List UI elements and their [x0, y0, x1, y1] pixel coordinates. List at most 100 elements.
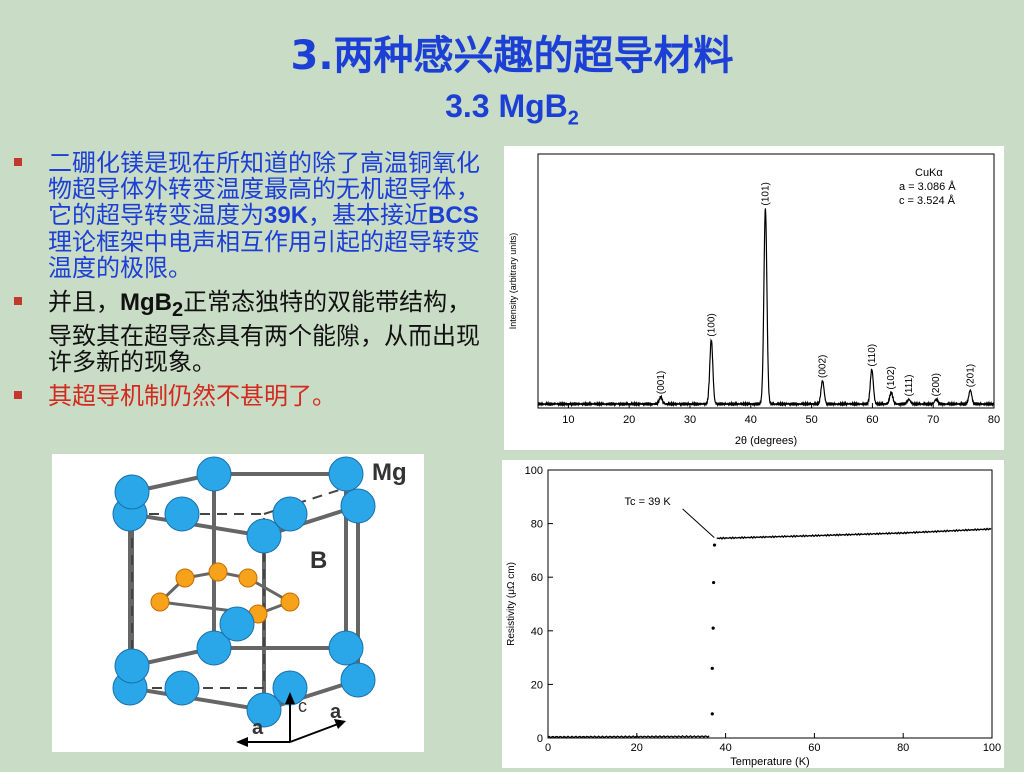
a2-axis-label: a	[330, 701, 342, 723]
x-tick-label: 40	[745, 414, 757, 426]
x-axis-label: Temperature (K)	[730, 756, 809, 768]
xrd-chart: 10 20 30 40 50 60 70 80 2θ (degrees) Intensity (a…	[508, 153, 1000, 447]
top-hexagon-bonds	[127, 472, 361, 539]
bullet-2-text-a: 并且，	[48, 288, 120, 316]
bullet-item-1: 二硼化镁是现在所知道的除了高温铜氧化物超导体外转变温度最高的无机超导体，它的超导…	[14, 150, 484, 281]
page-title: 3.两种感兴趣的超导材料	[290, 33, 734, 79]
subtitle-subscript: 2	[567, 107, 579, 130]
boron-atom	[208, 562, 228, 582]
superconducting-state-line	[547, 735, 710, 739]
x-tick-label: 10	[562, 414, 574, 426]
tc-annotation-arrow	[682, 508, 715, 539]
bullet-1-text-b: ，基本接近	[308, 201, 429, 229]
y-tick-label: 20	[531, 679, 543, 691]
a2-axis-line	[289, 723, 339, 743]
unit-cell-outline	[131, 513, 265, 689]
bullet-1-text-c: 理论框架中电声相互作用引起的超导转变温度的极限。	[48, 228, 480, 282]
plot-frame	[537, 153, 995, 409]
x-tick-label: 30	[684, 414, 696, 426]
magnesium-atom	[328, 456, 364, 492]
x-tick-label: 80	[988, 414, 1000, 426]
peak-label: (002)	[818, 355, 829, 378]
x-tick-label: 0	[545, 742, 551, 754]
peak-label: (201)	[965, 364, 976, 387]
peak-label: (200)	[931, 373, 942, 396]
a1-axis-arrowhead	[236, 737, 248, 747]
magnesium-atom	[219, 606, 255, 642]
page-subtitle: 3.3 MgB2	[0, 86, 1024, 138]
boron-atom	[280, 592, 300, 612]
x-tick-label: 60	[808, 742, 820, 754]
magnesium-atom	[246, 692, 282, 728]
magnesium-atom	[272, 496, 308, 532]
y-tick-label: 40	[531, 626, 543, 638]
a2-axis-arrowhead	[334, 719, 346, 729]
resistivity-chart-panel: 0 20 40 60 80 100 0 20 40 60 80 100 Temperature (K) R…	[502, 460, 1004, 768]
peak-label: (111)	[904, 375, 915, 397]
subtitle-text: 3.3 MgB	[445, 88, 568, 124]
x-tick-label: 20	[623, 414, 635, 426]
magnesium-atom	[328, 630, 364, 666]
tc-annotation: Tc = 39 K	[625, 496, 672, 508]
bullet-marker	[14, 158, 22, 166]
xrd-chart-panel: 10 20 30 40 50 60 70 80 2θ (degrees) Intensity (a…	[504, 146, 1004, 450]
magnesium-atom	[196, 630, 232, 666]
a1-axis-label: a	[252, 717, 264, 739]
legend-lattice-c: c = 3.524 Å	[899, 194, 956, 207]
transition-point	[712, 543, 717, 547]
magnesium-atom	[114, 648, 150, 684]
magnesium-atom	[164, 670, 200, 706]
y-tick-label: 0	[537, 733, 543, 745]
peak-label: (102)	[886, 366, 897, 389]
x-tick-label: 70	[927, 414, 939, 426]
y-tick-label: 80	[531, 519, 543, 531]
resistivity-chart: 0 20 40 60 80 100 0 20 40 60 80 100 Temperature (K) R…	[506, 465, 1001, 768]
bullet-3-text: 其超导机制仍然不甚明了。	[48, 381, 336, 410]
peak-label: (100)	[706, 313, 717, 336]
magnesium-atom	[114, 474, 150, 510]
magnesium-atom	[340, 488, 376, 524]
bullet-2-text-b: 正常态独特的双能带结构，导致其在超导态具有两个能隙，从而出现许多新的现象。	[48, 288, 480, 376]
bullet-marker	[14, 297, 22, 305]
normal-state-line	[716, 527, 992, 540]
boron-atom	[150, 592, 170, 612]
bullet-marker	[14, 390, 22, 399]
y-axis-label: Intensity (arbitrary units)	[508, 233, 518, 330]
peak-label: (110)	[867, 344, 878, 367]
c-axis-label: c	[298, 696, 307, 716]
crystal-structure-diagram: Mg Bc a a	[112, 456, 407, 747]
bullet-1-bold-2: BCS	[428, 202, 479, 229]
transition-point	[710, 712, 714, 716]
bullet-1-text-a: 二硼化镁是现在所知道的除了高温铜氧化物超导体外转变温度最高的无机超导体，它的超导…	[48, 149, 480, 229]
x-tick-label: 60	[866, 414, 878, 426]
transition-point	[711, 626, 715, 630]
bullet-2-subscript: 2	[171, 298, 184, 321]
x-tick-label: 100	[983, 742, 1001, 754]
boron-atom	[238, 568, 258, 588]
x-axis-label: 2θ (degrees)	[735, 435, 797, 447]
x-tick-label: 40	[719, 742, 731, 754]
bullet-list: 二硼化镁是现在所知道的除了高温铜氧化物超导体外转变温度最高的无机超导体，它的超导…	[14, 150, 484, 417]
transition-point	[712, 580, 716, 585]
magnesium-atom	[246, 518, 282, 554]
magnesium-atom	[164, 496, 200, 532]
bullet-item-2: 并且，MgB2正常态独特的双能带结构，导致其在超导态具有两个能隙，从而出现许多新…	[14, 289, 484, 375]
c-axis-arrowhead	[285, 692, 295, 704]
x-tick-label: 80	[897, 742, 909, 754]
bullet-2-bold: MgB	[120, 289, 172, 316]
bullet-item-3: 其超导机制仍然不甚明了。	[14, 383, 484, 409]
mg-label: Mg	[372, 459, 407, 486]
peak-label: (101)	[760, 182, 771, 205]
y-tick-label: 60	[531, 572, 543, 584]
y-axis-label: Resistivity (μΩ cm)	[506, 562, 517, 646]
boron-atom	[175, 568, 195, 588]
legend-radiation: CuKα	[915, 167, 943, 179]
x-tick-label: 50	[805, 414, 817, 426]
transition-point	[710, 666, 714, 670]
plot-frame	[547, 469, 993, 739]
diffraction-pattern-line	[537, 208, 995, 408]
bullet-1-bold: 39K	[264, 202, 309, 229]
b-label: B	[310, 547, 327, 574]
bottom-hexagon-bonds	[127, 646, 361, 713]
